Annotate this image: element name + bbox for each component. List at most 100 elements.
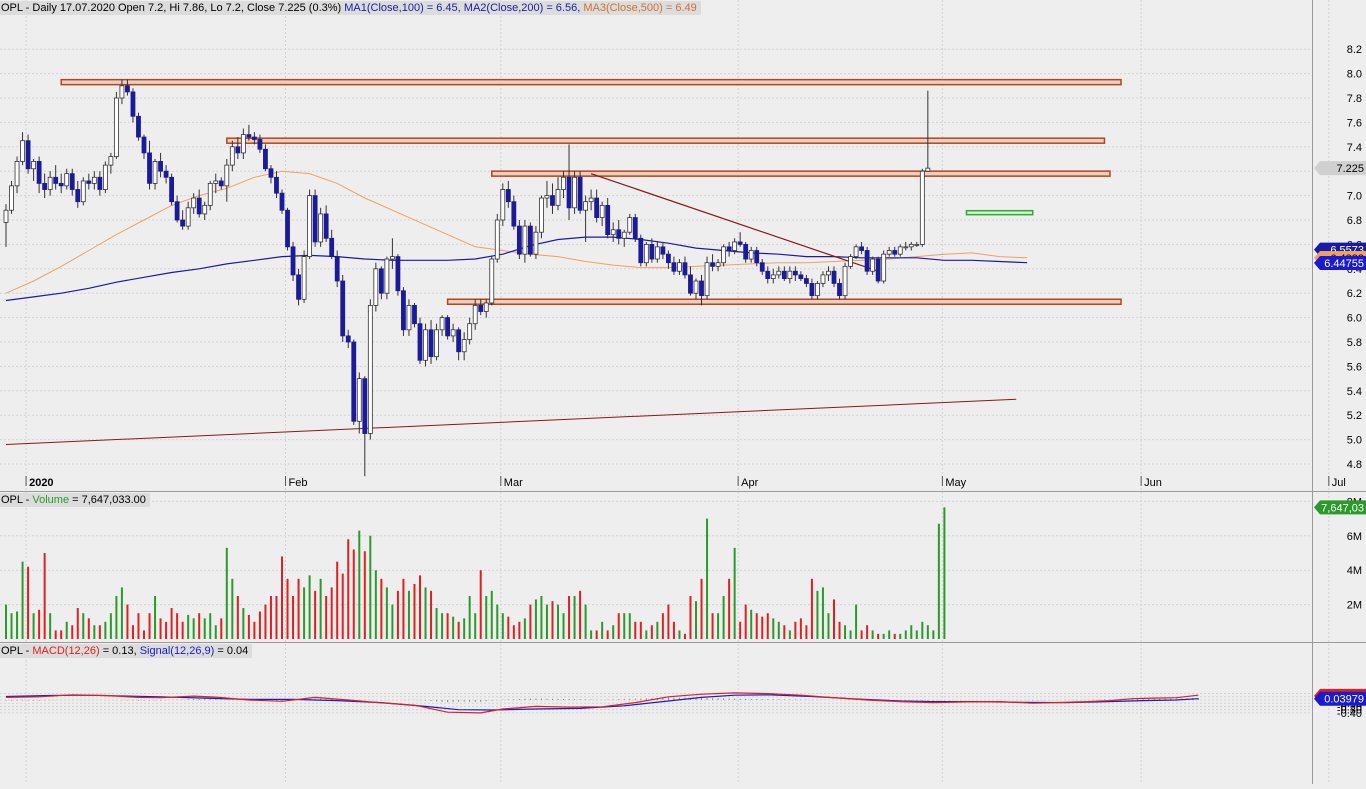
candle-body[interactable]	[677, 262, 682, 272]
candle-body[interactable]	[516, 225, 522, 255]
candle-body[interactable]	[815, 283, 820, 297]
candle-body[interactable]	[528, 225, 533, 255]
candle-body[interactable]	[257, 139, 263, 150]
resistance-line[interactable]	[226, 137, 1106, 144]
candle-body[interactable]	[577, 176, 583, 211]
candle-body[interactable]	[345, 335, 351, 343]
candle-body[interactable]	[726, 246, 732, 251]
candle-body[interactable]	[367, 304, 373, 434]
volume-panel[interactable]	[5, 507, 946, 639]
candle-body[interactable]	[384, 258, 390, 294]
candle-body[interactable]	[102, 164, 108, 190]
candle-body[interactable]	[605, 204, 611, 236]
candle-body[interactable]	[301, 256, 307, 300]
candle-body[interactable]	[196, 197, 202, 215]
candle-body[interactable]	[627, 217, 633, 233]
candle-body[interactable]	[638, 237, 644, 264]
candle-body[interactable]	[831, 270, 837, 284]
candle-body[interactable]	[218, 180, 224, 187]
candle-body[interactable]	[770, 274, 776, 279]
candle-body[interactable]	[31, 161, 37, 170]
candle-body[interactable]	[75, 189, 81, 203]
price-panel[interactable]	[3, 78, 1122, 477]
candle-body[interactable]	[533, 231, 539, 255]
candle-body[interactable]	[136, 115, 141, 138]
candle-body[interactable]	[323, 213, 329, 239]
candle-body[interactable]	[456, 329, 462, 353]
candle-body[interactable]	[649, 243, 655, 260]
candle-body[interactable]	[80, 180, 86, 203]
candle-body[interactable]	[141, 136, 147, 154]
candle-body[interactable]	[704, 262, 710, 297]
candle-body[interactable]	[401, 290, 406, 331]
candle-body[interactable]	[671, 262, 677, 272]
candle-body[interactable]	[42, 182, 48, 190]
candle-body[interactable]	[318, 213, 324, 243]
candle-body[interactable]	[853, 246, 859, 257]
candle-body[interactable]	[925, 167, 931, 172]
candle-body[interactable]	[191, 197, 197, 209]
candle-body[interactable]	[14, 161, 20, 187]
candle-body[interactable]	[643, 243, 649, 264]
candle-body[interactable]	[660, 246, 666, 255]
candle-body[interactable]	[908, 243, 914, 248]
candle-body[interactable]	[616, 229, 622, 239]
candle-body[interactable]	[246, 134, 252, 138]
candle-body[interactable]	[809, 283, 815, 297]
candle-body[interactable]	[174, 201, 180, 221]
candle-body[interactable]	[296, 274, 301, 300]
candle-body[interactable]	[406, 304, 412, 331]
candle-body[interactable]	[881, 253, 887, 282]
candle-body[interactable]	[666, 253, 671, 264]
candle-body[interactable]	[566, 176, 572, 209]
candle-body[interactable]	[759, 262, 765, 272]
candle-body[interactable]	[721, 246, 726, 264]
candle-body[interactable]	[610, 229, 616, 236]
candle-body[interactable]	[169, 176, 175, 203]
candle-body[interactable]	[108, 156, 114, 166]
candle-body[interactable]	[356, 378, 362, 422]
candle-body[interactable]	[886, 250, 892, 255]
candle-body[interactable]	[445, 317, 451, 337]
candle-body[interactable]	[732, 241, 738, 251]
candle-body[interactable]	[478, 304, 484, 312]
candle-body[interactable]	[47, 176, 53, 190]
candle-body[interactable]	[787, 270, 793, 279]
candle-body[interactable]	[489, 258, 495, 304]
candle-body[interactable]	[91, 176, 97, 184]
candle-body[interactable]	[743, 243, 749, 260]
trend-line[interactable]	[590, 173, 879, 272]
candle-body[interactable]	[461, 339, 467, 353]
candle-body[interactable]	[428, 329, 434, 358]
candle-body[interactable]	[119, 85, 125, 99]
candle-body[interactable]	[378, 268, 384, 294]
candle-body[interactable]	[285, 209, 290, 248]
resistance-line[interactable]	[446, 298, 1122, 305]
candle-body[interactable]	[362, 378, 368, 434]
candle-body[interactable]	[450, 329, 456, 337]
macd-panel[interactable]	[5, 692, 1199, 714]
candle-body[interactable]	[373, 268, 379, 306]
resistance-line[interactable]	[60, 78, 1122, 86]
candle-body[interactable]	[550, 195, 555, 206]
candle-body[interactable]	[583, 201, 588, 211]
candle-body[interactable]	[417, 323, 423, 361]
candle-body[interactable]	[3, 209, 9, 223]
candle-body[interactable]	[114, 97, 119, 157]
candle-body[interactable]	[798, 274, 804, 279]
candle-body[interactable]	[207, 182, 213, 206]
candle-body[interactable]	[25, 140, 31, 170]
candle-body[interactable]	[180, 219, 186, 227]
candle-body[interactable]	[412, 304, 417, 325]
candle-body[interactable]	[792, 270, 798, 276]
candle-body[interactable]	[64, 173, 70, 187]
candle-body[interactable]	[522, 225, 528, 255]
candle-body[interactable]	[654, 246, 660, 260]
candle-body[interactable]	[274, 176, 279, 194]
candle-body[interactable]	[897, 246, 903, 255]
candle-body[interactable]	[229, 146, 235, 166]
candle-body[interactable]	[820, 274, 826, 284]
candle-body[interactable]	[561, 176, 566, 190]
candle-body[interactable]	[903, 246, 909, 249]
candle-body[interactable]	[483, 302, 489, 312]
